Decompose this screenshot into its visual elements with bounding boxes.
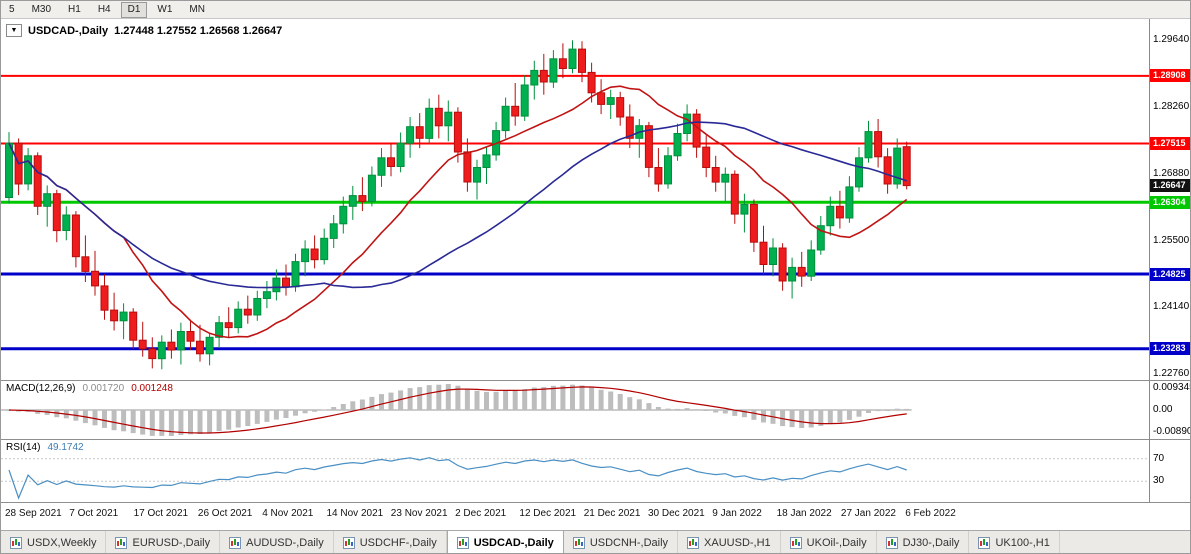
macd-signal-value: 0.001248	[131, 383, 173, 394]
chart-tab-usdx-weekly[interactable]: USDX,Weekly	[1, 531, 107, 553]
date-label: 12 Dec 2021	[519, 508, 577, 519]
mini-chart-icon	[229, 537, 242, 549]
chart-tab-usdcnh-daily[interactable]: USDCNH-,Daily	[564, 531, 679, 553]
chart-tab-label: DJ30-,Daily	[902, 537, 960, 549]
date-label: 30 Dec 2021	[648, 508, 705, 519]
mini-chart-icon	[342, 537, 355, 549]
chart-ohlc-values: 1.27448 1.27552 1.26568 1.26647	[114, 24, 283, 37]
chart-window: ▼ USDCAD-,Daily 1.27448 1.27552 1.26568 …	[1, 19, 1191, 530]
price-axis-label: 1.25500	[1153, 235, 1190, 247]
chart-tab-label: AUDUSD-,Daily	[246, 537, 324, 549]
rsi-panel: RSI(14) 49.1742	[1, 440, 1149, 502]
macd-axis-label: -0.00890	[1153, 426, 1191, 437]
macd-panel: MACD(12,26,9) 0.001720 0.001248	[1, 381, 1149, 439]
mini-chart-icon	[978, 537, 991, 549]
macd-axis-label: 0.00	[1153, 404, 1173, 415]
rsi-axis: 70 30	[1149, 440, 1190, 502]
timeframe-button-w1[interactable]: W1	[157, 3, 173, 15]
mini-chart-icon	[115, 537, 128, 549]
date-label: 4 Nov 2021	[262, 508, 314, 519]
chart-tab-label: USDCHF-,Daily	[359, 537, 437, 549]
rsi-axis-label: 70	[1153, 452, 1165, 464]
price-axis-label: 1.26880	[1153, 168, 1190, 180]
panel-splitter[interactable]	[1, 439, 1190, 440]
macd-axis: 0.009345 0.00 -0.00890	[1149, 381, 1191, 439]
macd-main-value: 0.001720	[82, 383, 125, 394]
chart-tab-audusd-daily[interactable]: AUDUSD-,Daily	[220, 531, 334, 553]
price-level-badge: 1.26647	[1150, 179, 1190, 193]
macd-axis-label: 0.009345	[1153, 382, 1191, 393]
timeframe-button-5[interactable]: 5	[9, 3, 15, 15]
chart-menu-button[interactable]: ▼	[6, 24, 22, 37]
mini-chart-icon	[885, 537, 898, 549]
chart-tab-label: UKOil-,Daily	[806, 537, 867, 549]
panel-splitter[interactable]	[1, 502, 1190, 503]
chart-tab-usdchf-daily[interactable]: USDCHF-,Daily	[334, 531, 447, 553]
chart-tabs-bar: USDX,Weekly EURUSD-,Daily AUDUSD-,Daily USD…	[1, 530, 1190, 553]
timeframe-toolbar: 5 M30 H1 H4 D1 W1 MN	[1, 1, 1190, 19]
panel-splitter[interactable]	[1, 380, 1190, 381]
rsi-name: RSI(14)	[6, 442, 41, 453]
date-label: 6 Feb 2022	[905, 508, 956, 519]
date-label: 14 Nov 2021	[326, 508, 384, 519]
chart-tab-label: XAUUSD-,H1	[704, 537, 771, 549]
price-axis-label: 1.24140	[1153, 301, 1190, 313]
date-label: 21 Dec 2021	[583, 508, 641, 519]
price-level-badge: 1.26304	[1150, 195, 1190, 209]
chevron-down-icon: ▼	[10, 27, 18, 34]
candlestick-chart[interactable]	[1, 19, 1149, 380]
price-axis-label: 1.28260	[1153, 101, 1190, 113]
time-axis[interactable]: 28 Sep 2021 7 Oct 2021 17 Oct 2021 26 Oct 2…	[1, 503, 1190, 530]
date-label: 7 Oct 2021	[69, 508, 119, 519]
chart-tab-label: EURUSD-,Daily	[132, 537, 211, 549]
chart-tab-usdcad-daily[interactable]: USDCAD-,Daily	[446, 531, 564, 553]
mini-chart-icon	[687, 537, 700, 549]
date-label: 18 Jan 2022	[776, 508, 832, 519]
price-level-badge: 1.24825	[1150, 267, 1190, 281]
rsi-value: 49.1742	[47, 442, 84, 453]
macd-label: MACD(12,26,9) 0.001720 0.001248	[6, 383, 173, 394]
price-axis-label: 1.22760	[1153, 368, 1190, 380]
price-level-badge: 1.28908	[1150, 69, 1190, 83]
chart-symbol-label: USDCAD-,Daily	[28, 24, 109, 37]
macd-chart[interactable]	[1, 381, 1149, 439]
chart-tab-eurusd-daily[interactable]: EURUSD-,Daily	[106, 531, 221, 553]
rsi-chart[interactable]	[1, 440, 1149, 502]
rsi-label: RSI(14) 49.1742	[6, 442, 84, 453]
date-label: 9 Jan 2022	[712, 508, 762, 519]
date-label: 23 Nov 2021	[390, 508, 448, 519]
chart-tab-uk100-h1[interactable]: UK100-,H1	[969, 531, 1060, 553]
price-axis-label: 1.29640	[1153, 34, 1190, 46]
date-label: 27 Jan 2022	[840, 508, 896, 519]
mini-chart-icon	[789, 537, 802, 549]
date-label: 2 Dec 2021	[455, 508, 507, 519]
chart-tab-label: USDCNH-,Daily	[589, 537, 669, 549]
price-axis: 1.29640 1.28260 1.26880 1.25500 1.24140 1.227…	[1149, 19, 1190, 380]
chart-tab-dj30-daily[interactable]: DJ30-,Daily	[877, 531, 970, 553]
timeframe-button-h1[interactable]: H1	[68, 3, 81, 15]
chart-tab-label: UK100-,H1	[995, 537, 1050, 549]
price-level-badge: 1.27515	[1150, 137, 1190, 150]
timeframe-button-h4[interactable]: H4	[97, 3, 111, 15]
mini-chart-icon	[10, 537, 22, 549]
date-label: 17 Oct 2021	[133, 508, 189, 519]
timeframe-button-d1[interactable]: D1	[120, 1, 148, 18]
price-chart-panel: ▼ USDCAD-,Daily 1.27448 1.27552 1.26568 …	[1, 19, 1149, 380]
mini-chart-icon	[572, 537, 585, 549]
timeframe-button-m30[interactable]: M30	[31, 3, 52, 15]
chart-tab-label: USDX,Weekly	[27, 537, 97, 549]
macd-name: MACD(12,26,9)	[6, 383, 76, 394]
chart-tab-ukoil-daily[interactable]: UKOil-,Daily	[781, 531, 877, 553]
mini-chart-icon	[456, 537, 469, 549]
chart-tab-label: USDCAD-,Daily	[473, 537, 554, 549]
rsi-axis-label: 30	[1153, 475, 1165, 487]
price-level-badge: 1.23283	[1150, 342, 1190, 356]
chart-tab-xauusd-h1[interactable]: XAUUSD-,H1	[678, 531, 781, 553]
chart-header: ▼ USDCAD-,Daily 1.27448 1.27552 1.26568 …	[6, 24, 282, 37]
date-label: 26 Oct 2021	[197, 508, 253, 519]
date-label: 28 Sep 2021	[5, 508, 62, 519]
timeframe-button-mn[interactable]: MN	[189, 3, 205, 15]
